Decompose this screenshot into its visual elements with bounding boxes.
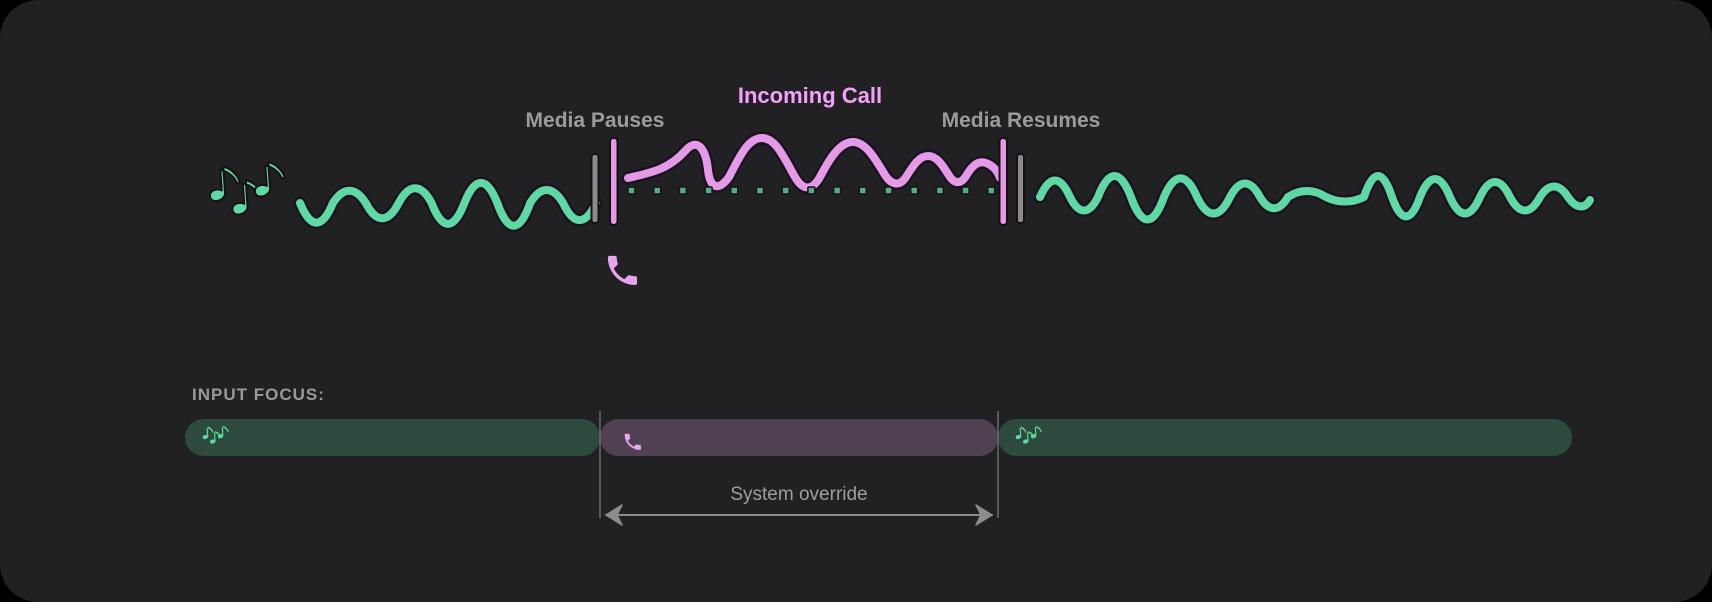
- svg-text:Incoming Call: Incoming Call: [738, 83, 882, 108]
- svg-text:INPUT FOCUS:: INPUT FOCUS:: [192, 385, 325, 404]
- svg-text:Media Resumes: Media Resumes: [942, 109, 1101, 132]
- svg-text:Media Pauses: Media Pauses: [526, 109, 665, 132]
- svg-text:System override: System override: [730, 484, 867, 505]
